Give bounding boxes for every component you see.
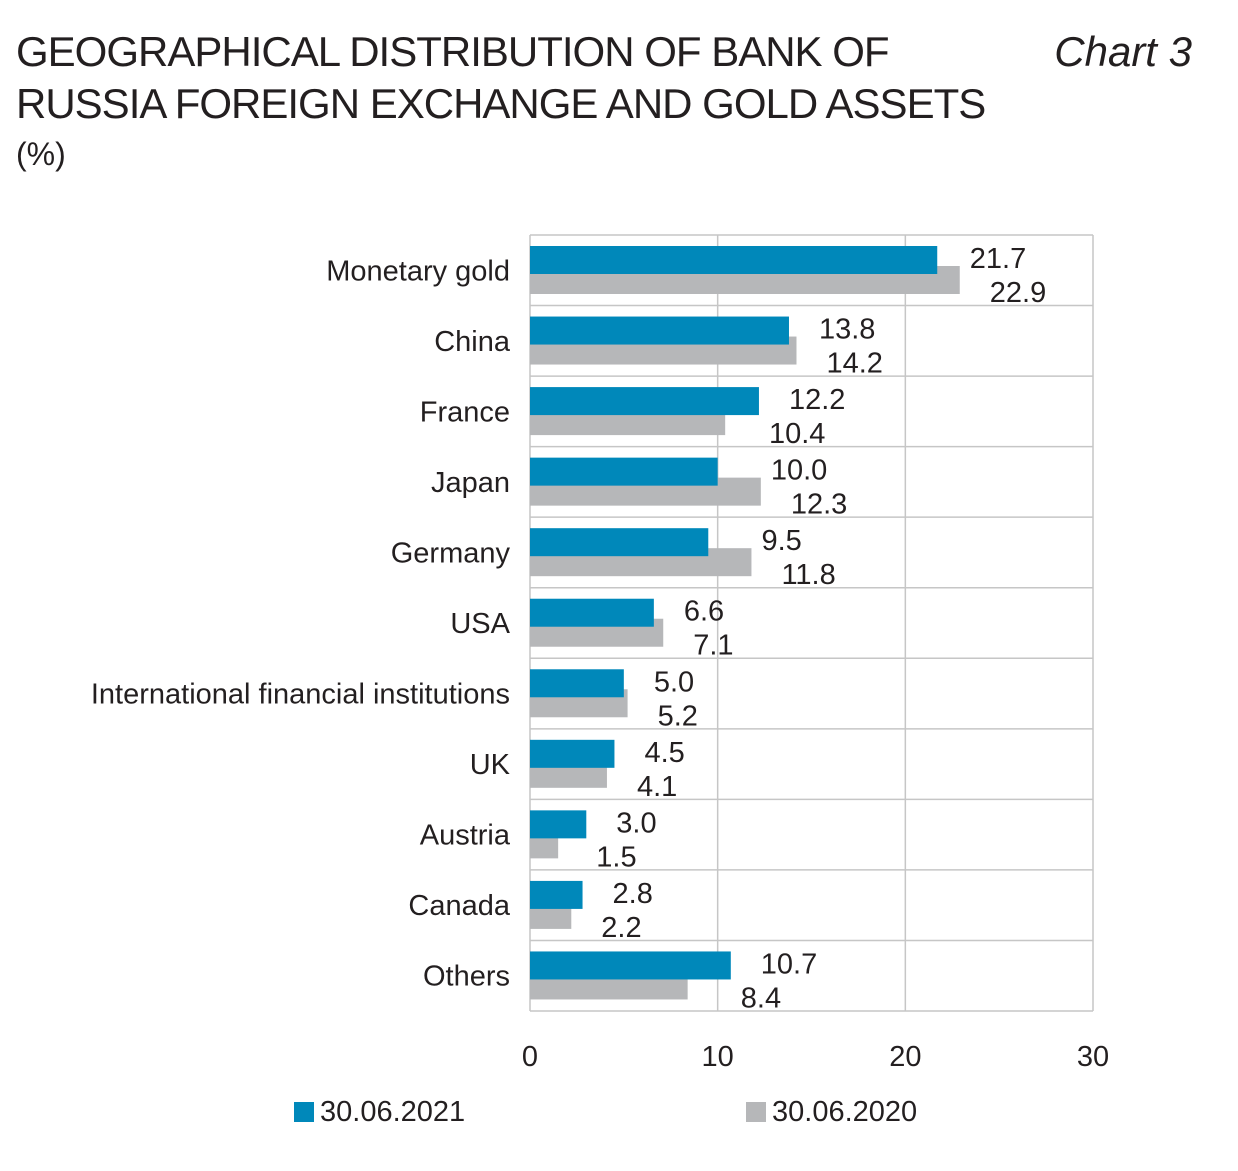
value-label-2020-2: 10.4 xyxy=(769,418,825,450)
value-label-2021-9: 2.8 xyxy=(613,878,653,910)
value-label-2020-1: 14.2 xyxy=(826,348,882,380)
value-label-2021-10: 10.7 xyxy=(761,948,817,980)
value-label-2021-4: 9.5 xyxy=(761,525,801,557)
value-label-2021-3: 10.0 xyxy=(771,455,827,487)
value-label-2020-4: 11.8 xyxy=(781,559,835,591)
bar-2021-8 xyxy=(530,810,587,839)
value-label-2020-10: 8.4 xyxy=(741,982,781,1014)
chart-number: Chart 3 xyxy=(1054,28,1192,75)
legend-swatch-2020 xyxy=(746,1102,766,1122)
legend-swatch-2021 xyxy=(294,1102,314,1122)
value-label-2020-5: 7.1 xyxy=(693,630,733,662)
category-label-0: Monetary gold xyxy=(326,255,510,287)
category-label-9: Canada xyxy=(408,890,510,922)
category-label-5: USA xyxy=(450,608,510,640)
category-label-8: Austria xyxy=(420,820,511,852)
value-label-2020-9: 2.2 xyxy=(601,912,641,944)
category-label-6: International financial institutions xyxy=(91,679,510,711)
value-label-2020-0: 22.9 xyxy=(990,277,1046,309)
value-label-2021-8: 3.0 xyxy=(616,807,656,839)
bar-2021-3 xyxy=(530,457,718,486)
value-label-2020-7: 4.1 xyxy=(637,771,677,803)
x-tick-label-1: 10 xyxy=(702,1041,734,1073)
chart-title: GEOGRAPHICAL DISTRIBUTION OF BANK OF RUS… xyxy=(16,28,986,127)
category-label-2: France xyxy=(420,396,510,428)
legend-item-2020: 30.06.2020 xyxy=(746,1092,917,1132)
bar-2021-10 xyxy=(530,951,731,980)
unit-label: (%) xyxy=(16,136,66,172)
category-label-10: Others xyxy=(423,961,510,993)
legend-label-2021: 30.06.2021 xyxy=(320,1096,466,1128)
x-tick-label-0: 0 xyxy=(522,1041,538,1073)
value-label-2021-0: 21.7 xyxy=(970,243,1026,275)
value-label-2020-8: 1.5 xyxy=(596,841,636,873)
value-label-2021-5: 6.6 xyxy=(684,596,724,628)
value-label-2021-6: 5.0 xyxy=(654,666,694,698)
bar-2021-5 xyxy=(530,598,654,627)
category-label-3: Japan xyxy=(431,467,510,499)
value-label-2021-7: 4.5 xyxy=(644,737,684,769)
category-label-1: China xyxy=(434,326,511,358)
value-label-2021-2: 12.2 xyxy=(789,384,845,416)
value-label-2020-3: 12.3 xyxy=(791,489,847,521)
x-tick-label-2: 20 xyxy=(889,1041,921,1073)
bar-2021-4 xyxy=(530,528,709,557)
legend-label-2020: 30.06.2020 xyxy=(772,1096,918,1128)
value-label-2020-6: 5.2 xyxy=(658,700,698,732)
bar-2021-7 xyxy=(530,739,615,768)
x-tick-label-3: 30 xyxy=(1077,1041,1109,1073)
bar-2021-9 xyxy=(530,880,583,909)
bar-2021-1 xyxy=(530,316,789,345)
legend-item-2021: 30.06.2021 xyxy=(294,1092,465,1132)
bar-2021-6 xyxy=(530,669,624,698)
bar-2021-2 xyxy=(530,387,759,416)
category-label-7: UK xyxy=(470,749,511,781)
bar-2021-0 xyxy=(530,246,938,274)
category-label-4: Germany xyxy=(391,537,511,569)
value-label-2021-1: 13.8 xyxy=(819,314,875,346)
